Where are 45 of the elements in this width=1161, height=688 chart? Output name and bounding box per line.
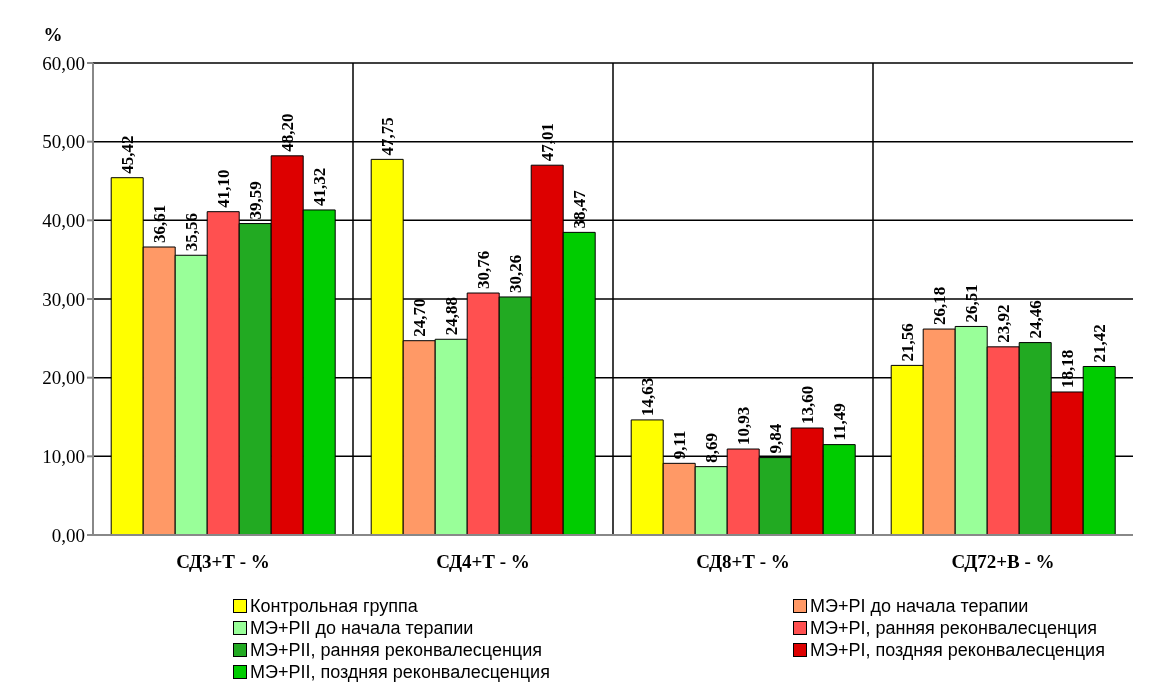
legend-label: МЭ+PII, ранняя реконвалесценция — [250, 639, 542, 661]
legend-label: МЭ+PI, ранняя реконвалесценция — [810, 617, 1097, 639]
data-label: 24,70 — [410, 298, 430, 337]
data-label: 48,20 — [278, 113, 298, 152]
y-tick-label: 0,00 — [51, 524, 85, 546]
x-tick-label: СД3+Т - % — [176, 551, 270, 573]
legend-label: МЭ+PII до начала терапии — [250, 617, 474, 639]
x-tick-label: СД4+Т - % — [436, 551, 530, 573]
y-tick-label: 20,00 — [42, 367, 85, 389]
legend-label: Контрольная группа — [250, 595, 418, 617]
y-tick-label: 40,00 — [42, 210, 85, 232]
y-axis-title: % — [43, 24, 63, 45]
data-label: 47,01 — [538, 122, 558, 162]
data-label: 30,76 — [474, 250, 494, 290]
y-tick-label: 10,00 — [42, 446, 85, 468]
data-label: 39,59 — [246, 181, 266, 220]
data-label: 9,84 — [766, 423, 786, 454]
data-label: 13,60 — [798, 385, 818, 425]
data-label: 26,18 — [930, 286, 950, 326]
data-label: 18,18 — [1058, 349, 1078, 388]
data-label: 14,63 — [638, 377, 658, 416]
data-label: 41,10 — [214, 169, 234, 208]
data-label: 21,42 — [1090, 324, 1110, 363]
data-label: 38,47 — [570, 189, 590, 229]
data-label: 45,42 — [118, 135, 138, 174]
data-label: 11,49 — [830, 403, 850, 441]
data-label: 47,75 — [378, 117, 398, 156]
x-tick-label: СД8+Т - % — [696, 551, 790, 573]
y-tick-label: 60,00 — [42, 52, 85, 74]
legend-label: МЭ+PI, поздняя реконвалесценция — [810, 639, 1105, 661]
data-label: 35,56 — [182, 213, 202, 252]
data-label: 30,26 — [506, 254, 526, 293]
legend-label: МЭ+PII, поздняя реконвалесценция — [250, 661, 550, 683]
data-label: 26,51 — [962, 284, 982, 323]
x-tick-label: СД72+В - % — [951, 551, 1055, 573]
y-tick-label: 30,00 — [42, 288, 85, 310]
data-label: 10,93 — [734, 406, 754, 446]
data-label: 21,56 — [898, 323, 918, 362]
data-label: 24,46 — [1026, 300, 1046, 339]
data-label: 23,92 — [994, 304, 1014, 343]
data-label: 41,32 — [310, 167, 330, 206]
y-tick-label: 50,00 — [42, 131, 85, 153]
legend-label: МЭ+PI до начала терапии — [810, 595, 1029, 617]
data-label: 24,88 — [442, 297, 462, 336]
data-label: 36,61 — [150, 204, 170, 243]
